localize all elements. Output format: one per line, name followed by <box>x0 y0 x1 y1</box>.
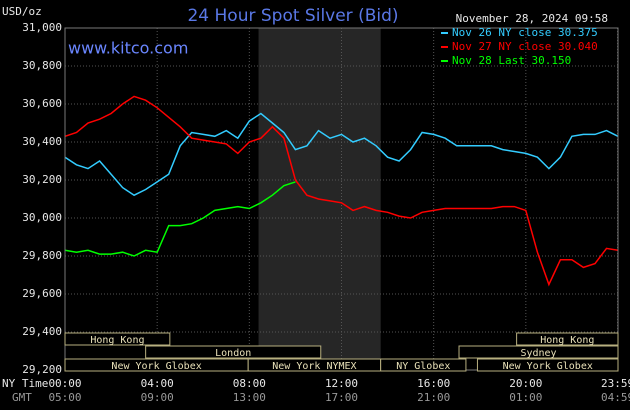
x2-tick-label: 01:00 <box>509 391 542 404</box>
session-box <box>516 332 619 346</box>
session-label: NY Globex <box>396 361 450 372</box>
y-tick-label: 30,000 <box>22 211 62 224</box>
y-tick-label: 31,000 <box>22 21 62 34</box>
timestamp: November 28, 2024 09:58 <box>456 12 608 25</box>
x-tick-label: 04:00 <box>141 377 174 390</box>
x2-tick-label: 17:00 <box>325 391 358 404</box>
session-label: Sydney <box>520 348 556 359</box>
y-axis-label: USD/oz <box>2 5 42 18</box>
x2-tick-label: 05:00 <box>48 391 81 404</box>
price-line <box>64 112 619 197</box>
y-tick-label: 30,800 <box>22 59 62 72</box>
session-box <box>380 358 467 372</box>
x2-axis-label: GMT <box>12 391 32 404</box>
x2-tick-label: 04:59 <box>601 391 630 404</box>
y-tick-label: 29,200 <box>22 363 62 376</box>
source: www.kitco.com <box>68 39 188 58</box>
legend-label: Nov 26 NY close 30.375 <box>452 26 598 39</box>
session-label: London <box>215 348 251 359</box>
session-label: New York NYMEX <box>272 361 356 372</box>
x-axis-label: NY Time <box>2 377 48 390</box>
session-box <box>145 345 322 359</box>
y-tick-label: 29,800 <box>22 249 62 262</box>
y-tick-label: 30,600 <box>22 97 62 110</box>
x2-tick-label: 13:00 <box>233 391 266 404</box>
plot-area <box>64 27 619 371</box>
session-box <box>458 345 619 359</box>
session-label: New York Globex <box>503 361 593 372</box>
x-tick-label: 12:00 <box>325 377 358 390</box>
price-line <box>64 181 296 257</box>
session-label: Hong Kong <box>540 335 594 346</box>
y-tick-label: 29,600 <box>22 287 62 300</box>
y-tick-label: 29,400 <box>22 325 62 338</box>
y-tick-label: 30,200 <box>22 173 62 186</box>
session-label: New York Globex <box>111 361 201 372</box>
x2-tick-label: 09:00 <box>141 391 174 404</box>
legend-label: Nov 28 Last 30.150 <box>452 54 571 67</box>
legend-label: Nov 27 NY close 30.040 <box>452 40 598 53</box>
chart-title: 24 Hour Spot Silver (Bid) <box>187 6 398 26</box>
x-tick-label: 00:00 <box>48 377 81 390</box>
x-tick-label: 20:00 <box>509 377 542 390</box>
x-tick-label: 08:00 <box>233 377 266 390</box>
session-box <box>476 358 619 372</box>
x-tick-label: 23:59 <box>601 377 630 390</box>
session-box <box>64 332 171 346</box>
y-tick-label: 30,400 <box>22 135 62 148</box>
price-line <box>64 95 619 287</box>
x2-tick-label: 21:00 <box>417 391 450 404</box>
session-label: Hong Kong <box>90 335 144 346</box>
x-tick-label: 16:00 <box>417 377 450 390</box>
